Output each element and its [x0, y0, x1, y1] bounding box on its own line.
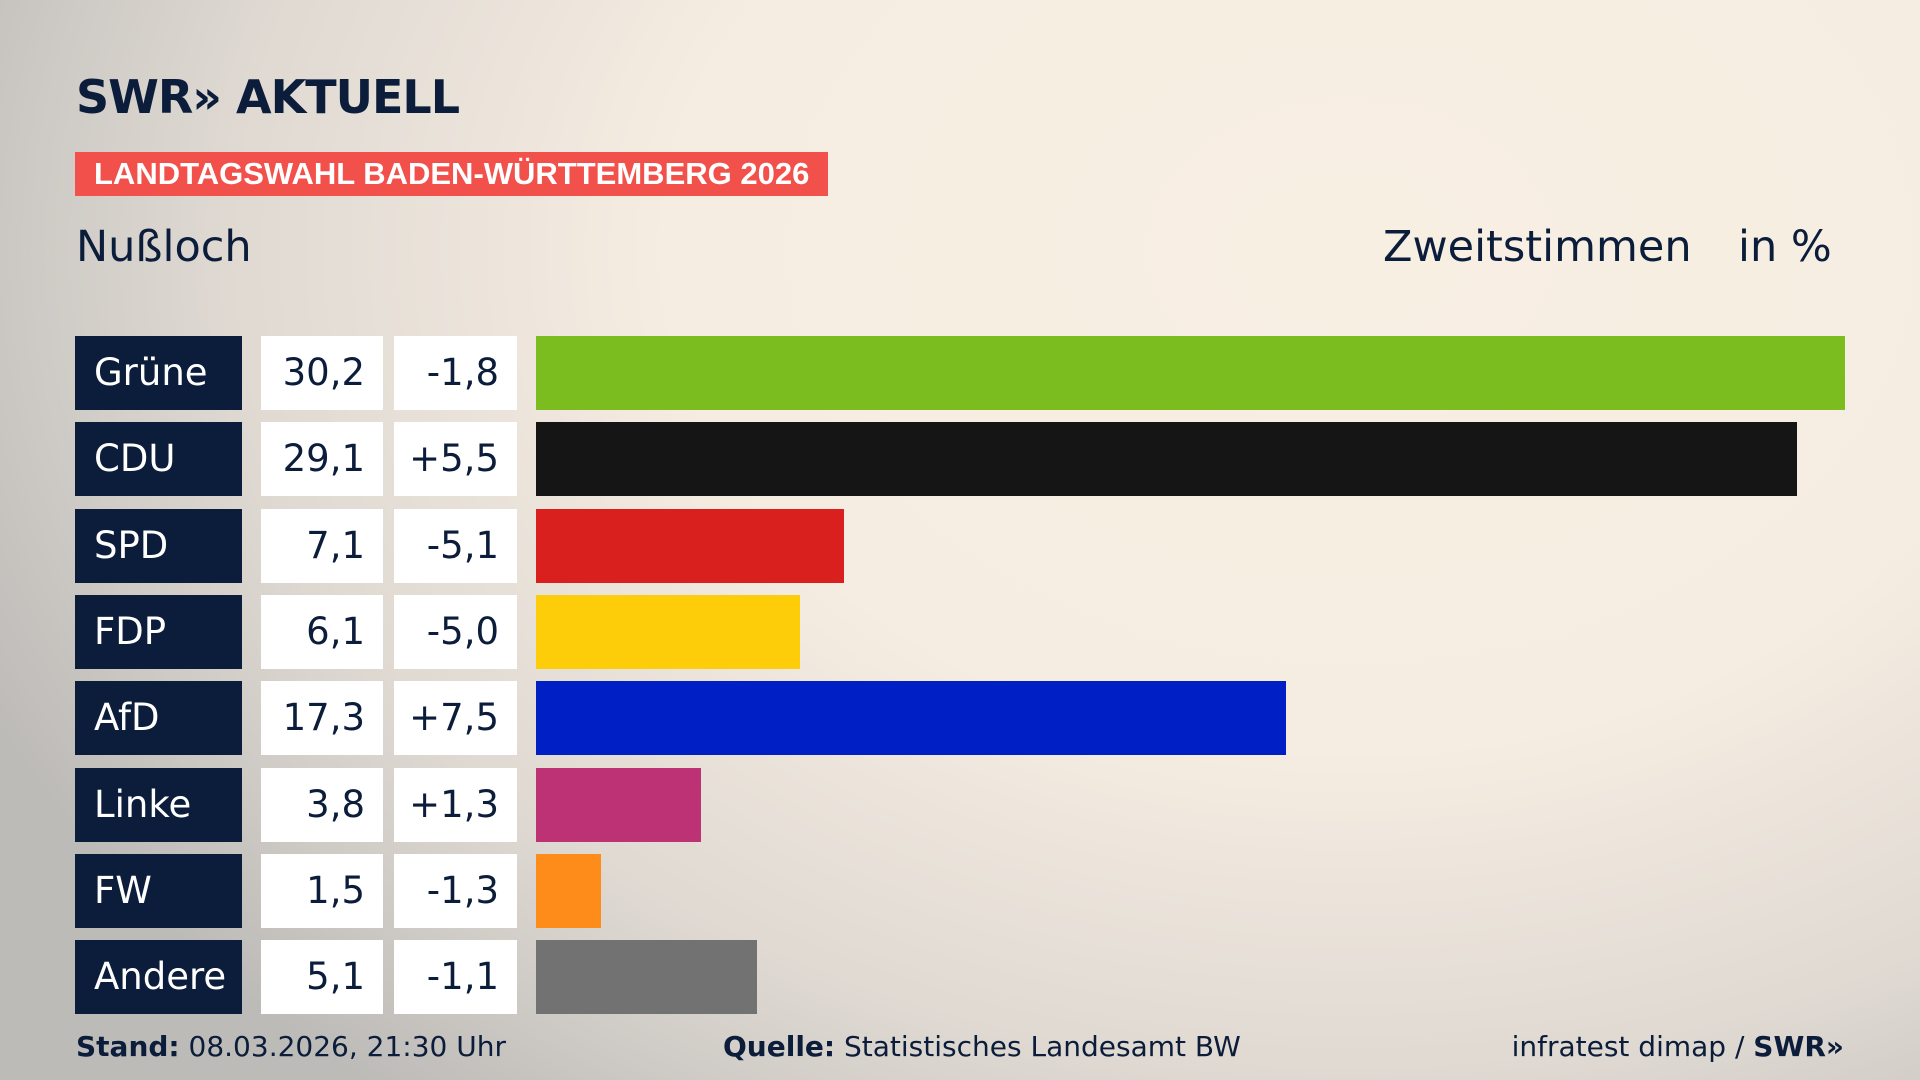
bar	[536, 767, 701, 842]
credit-text: infratest dimap /	[1511, 1030, 1754, 1063]
value-label: 7,1	[261, 508, 383, 583]
diff-label: -5,1	[394, 508, 517, 583]
diff-label: -1,1	[394, 940, 517, 1015]
party-label: AfD	[75, 681, 242, 756]
diff-label: +1,3	[394, 767, 517, 842]
source-label: Quelle:	[723, 1030, 836, 1063]
party-label: FDP	[75, 594, 242, 669]
value-label: 30,2	[261, 336, 383, 410]
diff-label: -1,3	[394, 853, 517, 928]
diff-label: -1,8	[394, 336, 517, 410]
diff-label: +7,5	[394, 681, 517, 756]
timestamp: Stand: 08.03.2026, 21:30 Uhr	[76, 1030, 506, 1063]
metric-label: Zweitstimmen	[1383, 222, 1692, 272]
swr-logo-small: SWR»	[1753, 1030, 1844, 1063]
value-label: 17,3	[261, 681, 383, 756]
value-label: 5,1	[261, 940, 383, 1015]
party-label: CDU	[75, 422, 242, 497]
place-title: Nußloch	[76, 222, 252, 272]
bar	[536, 853, 602, 928]
value-label: 1,5	[261, 853, 383, 928]
diff-label: +5,5	[394, 422, 517, 497]
unit-label: in %	[1738, 222, 1832, 272]
bar	[536, 508, 844, 583]
diff-label: -5,0	[394, 594, 517, 669]
bar	[536, 940, 758, 1015]
bar	[536, 422, 1798, 497]
party-label: FW	[75, 853, 242, 928]
party-label: SPD	[75, 508, 242, 583]
party-label: Linke	[75, 767, 242, 842]
value-label: 3,8	[261, 767, 383, 842]
election-banner: LANDTAGSWAHL BADEN-WÜRTTEMBERG 2026	[75, 152, 829, 196]
stand-label: Stand:	[76, 1030, 180, 1063]
swr-aktuell-logo: SWR» AKTUELL	[76, 70, 460, 124]
credit: infratest dimap / SWR»	[1512, 1030, 1844, 1063]
value-label: 29,1	[261, 422, 383, 497]
value-label: 6,1	[261, 594, 383, 669]
bar	[536, 336, 1845, 410]
bar	[536, 594, 801, 669]
party-label: Andere	[75, 940, 242, 1015]
party-label: Grüne	[75, 336, 242, 410]
source: Quelle: Statistisches Landesamt BW	[723, 1030, 1241, 1063]
bar	[536, 681, 1286, 756]
source-value: Statistisches Landesamt BW	[844, 1030, 1241, 1063]
stand-value: 08.03.2026, 21:30 Uhr	[188, 1030, 506, 1063]
